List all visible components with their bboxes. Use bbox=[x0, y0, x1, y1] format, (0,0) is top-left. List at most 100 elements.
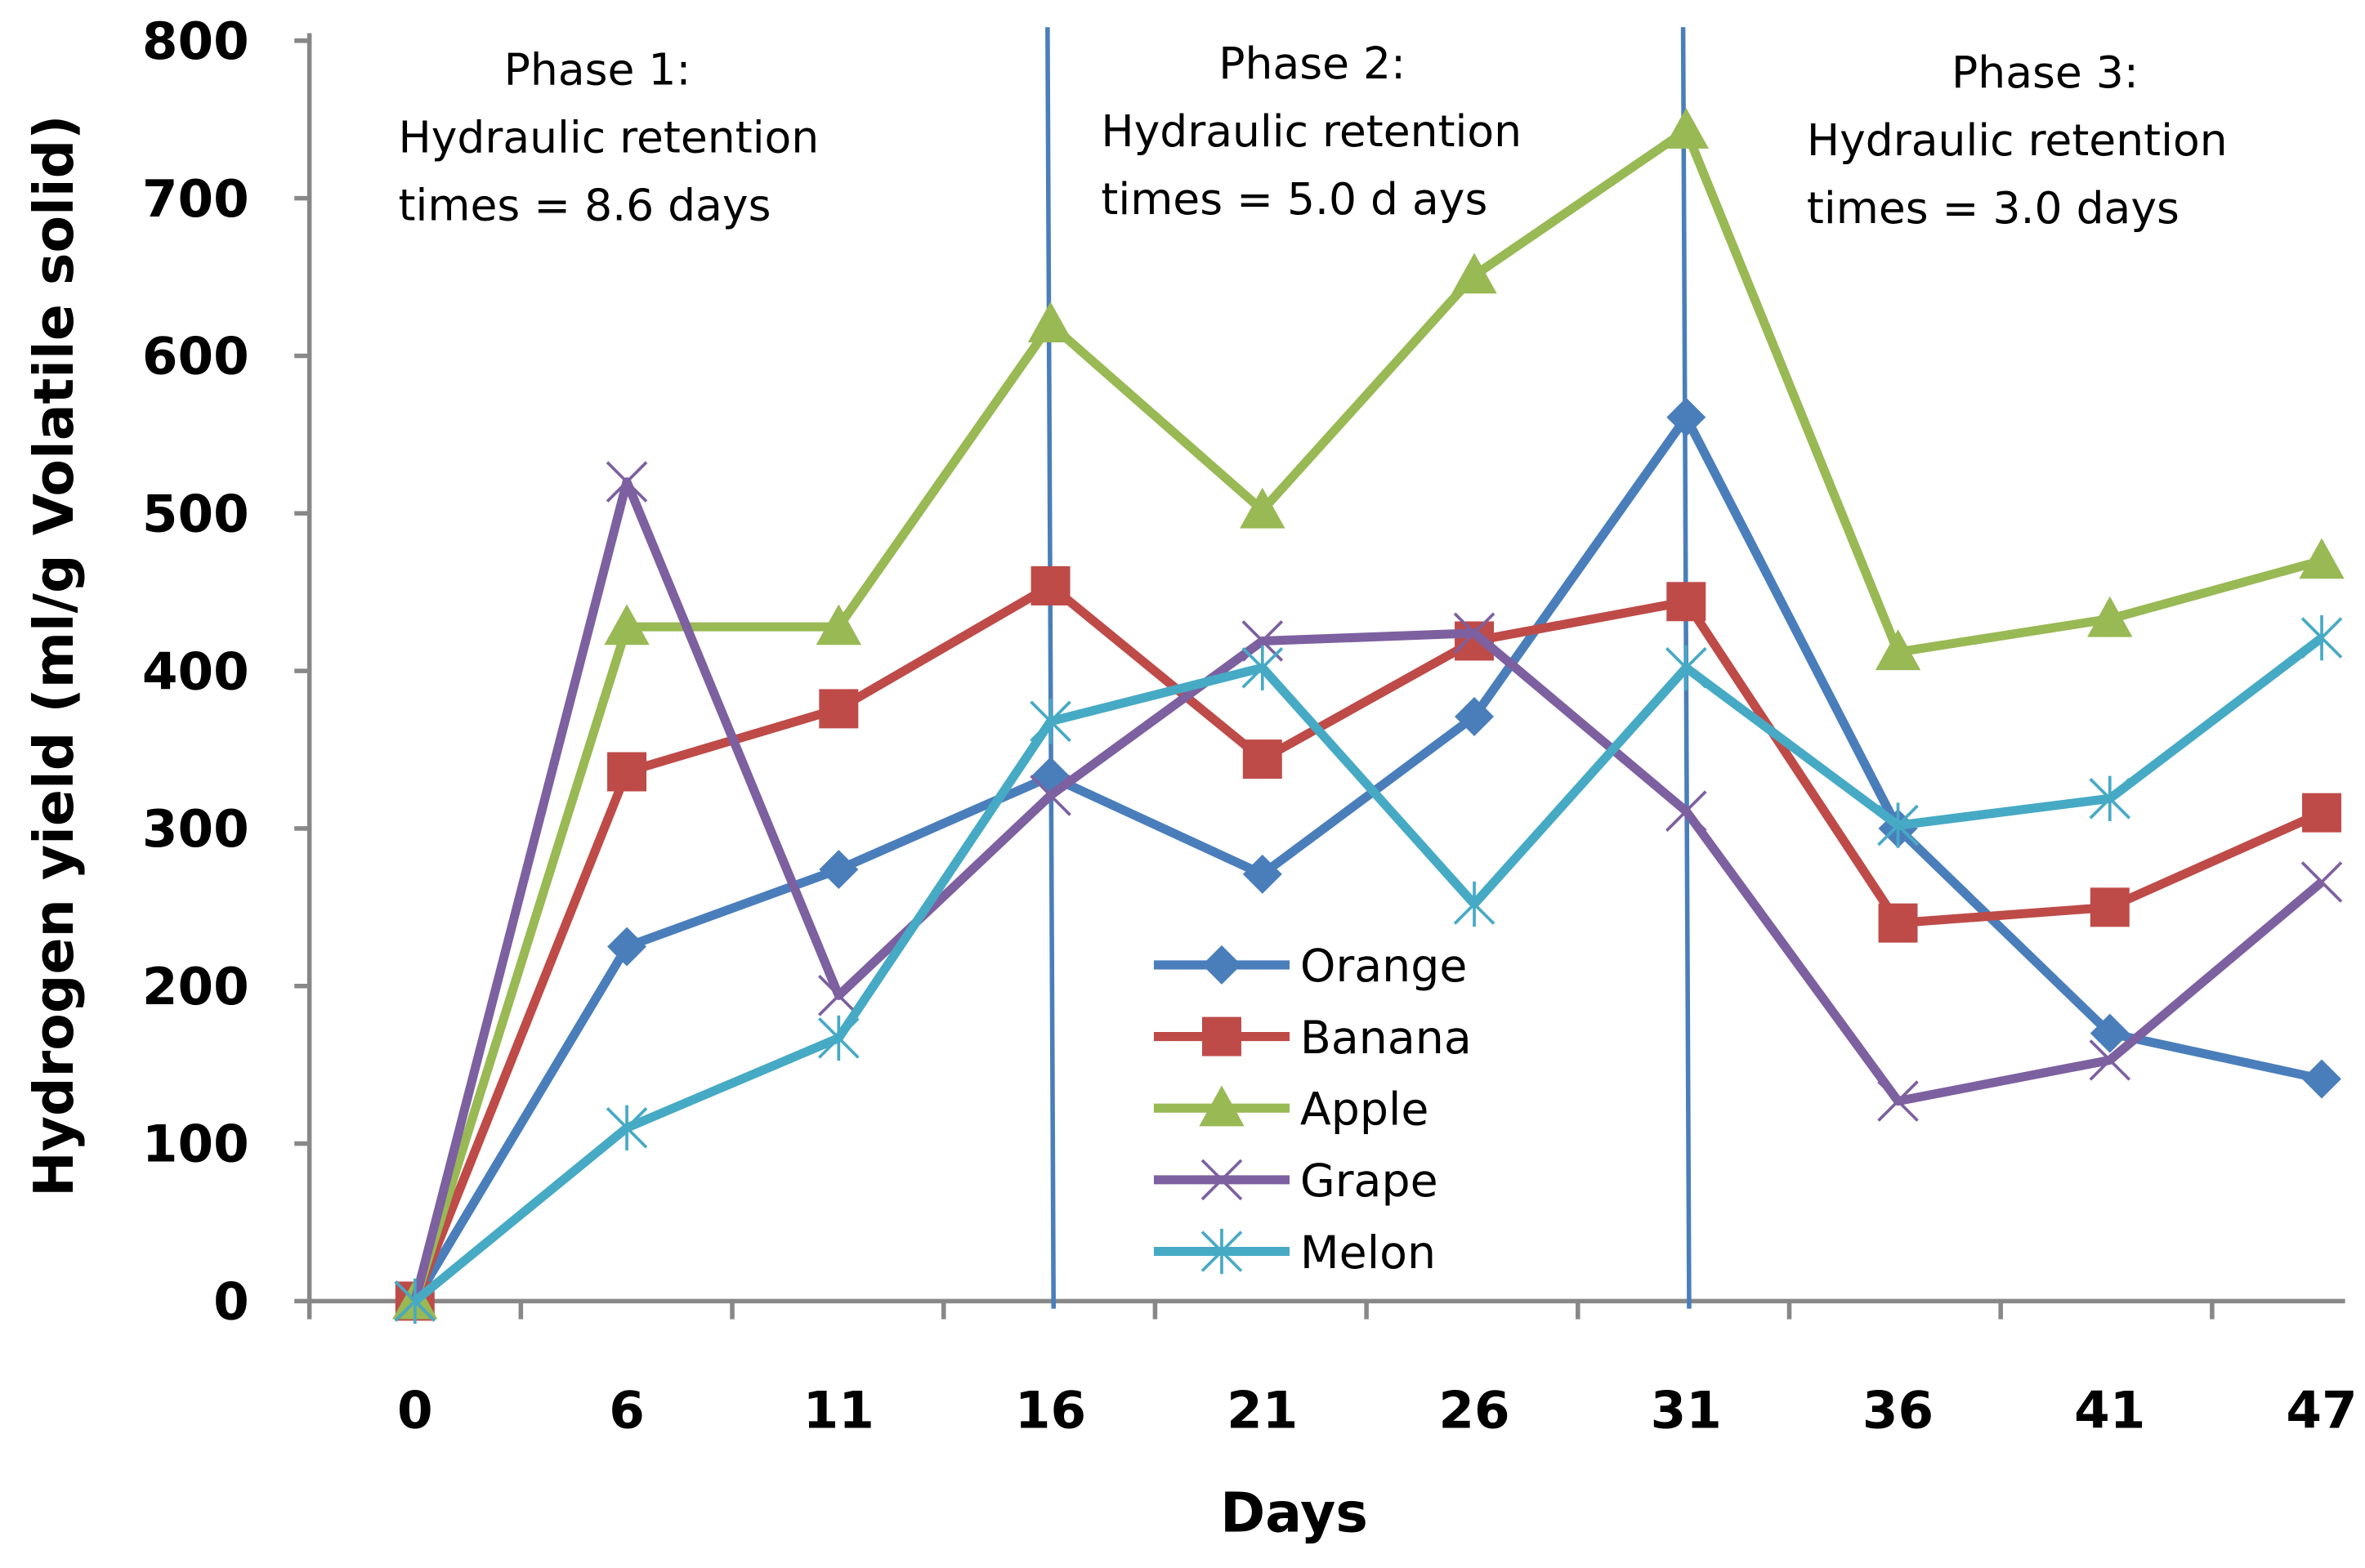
phase-3-title: Phase 3: bbox=[1951, 47, 2139, 98]
phase-2-line1: Hydraulic retention bbox=[1101, 105, 1522, 157]
series-apple bbox=[392, 108, 2345, 1320]
legend-item-apple: Apple bbox=[1153, 1084, 1429, 1137]
data-point-x bbox=[606, 461, 648, 503]
phase-1-line2: times = 8.6 days bbox=[399, 179, 771, 230]
data-point-diamond bbox=[2302, 1059, 2342, 1099]
x-tick-label: 21 bbox=[1227, 1380, 1298, 1440]
y-tick-label: 400 bbox=[142, 641, 249, 701]
legend-item-orange: Orange bbox=[1153, 940, 1468, 993]
legend-label: Apple bbox=[1300, 1084, 1429, 1137]
data-point-diamond bbox=[607, 927, 647, 967]
y-tick-label: 500 bbox=[142, 484, 249, 543]
data-point-star bbox=[606, 1105, 648, 1150]
data-point-triangle bbox=[1199, 1085, 1245, 1127]
phase-3-line2: times = 3.0 days bbox=[1807, 182, 2179, 234]
data-point-x bbox=[818, 975, 860, 1016]
data-point-x bbox=[2300, 861, 2343, 903]
x-tick-label: 11 bbox=[803, 1380, 874, 1440]
series-line-apple bbox=[410, 126, 2323, 1303]
phase-3-line1: Hydraulic retention bbox=[1807, 114, 2228, 166]
phase-2-line2: times = 5.0 d ays bbox=[1101, 173, 1487, 225]
legend-label: Melon bbox=[1300, 1227, 1436, 1280]
series-group bbox=[392, 108, 2345, 1325]
data-point-triangle bbox=[1240, 487, 1285, 529]
marker-stroke bbox=[606, 461, 648, 503]
legend-label: Orange bbox=[1300, 940, 1468, 993]
y-tick-label: 700 bbox=[142, 169, 249, 229]
data-point-square bbox=[1666, 582, 1706, 622]
x-tick-label: 31 bbox=[1651, 1380, 1722, 1440]
x-tick-label: 41 bbox=[2074, 1380, 2145, 1440]
data-point-star bbox=[818, 1015, 860, 1061]
data-point-diamond bbox=[1201, 945, 1241, 985]
data-point-triangle bbox=[1451, 252, 1497, 294]
x-tick-label: 16 bbox=[1015, 1380, 1086, 1440]
data-point-square bbox=[819, 689, 859, 729]
data-point-diamond bbox=[1242, 854, 1282, 894]
data-point-triangle bbox=[1875, 629, 1921, 671]
data-point-diamond bbox=[819, 850, 859, 890]
x-tick-label: 0 bbox=[397, 1380, 433, 1440]
series-melon bbox=[394, 614, 2343, 1325]
data-point-diamond bbox=[1666, 397, 1706, 437]
marker-stroke bbox=[818, 975, 860, 1016]
legend-item-melon: Melon bbox=[1153, 1227, 1436, 1280]
y-tick-label: 600 bbox=[142, 327, 249, 386]
data-point-star bbox=[1030, 699, 1071, 744]
marker-stroke bbox=[1453, 612, 1495, 654]
marker-stroke bbox=[2089, 1039, 2131, 1081]
data-point-star bbox=[1877, 802, 1919, 848]
data-point-square bbox=[1878, 903, 1918, 943]
y-tick-label: 800 bbox=[142, 11, 249, 71]
marker-stroke bbox=[1200, 1159, 1243, 1201]
data-point-triangle bbox=[604, 604, 650, 646]
data-point-square bbox=[2090, 887, 2130, 927]
x-tick-label: 6 bbox=[609, 1380, 645, 1440]
legend-item-grape: Grape bbox=[1153, 1155, 1438, 1208]
data-point-triangle bbox=[816, 604, 861, 646]
x-axis-label: Days bbox=[1220, 1481, 1368, 1545]
phase-1-title: Phase 1: bbox=[504, 43, 691, 95]
phase-divider-line bbox=[1045, 27, 1057, 1309]
data-point-x bbox=[1665, 790, 1707, 833]
legend: Orange Banana Apple Grape Melon bbox=[1153, 940, 1472, 1280]
phase-1-line1: Hydraulic retention bbox=[399, 111, 820, 163]
data-point-x bbox=[1200, 1159, 1243, 1201]
data-point-star bbox=[1200, 1228, 1243, 1275]
series-line-grape bbox=[410, 477, 2325, 1302]
phase-2-title: Phase 2: bbox=[1218, 38, 1406, 89]
data-point-square bbox=[1201, 1016, 1241, 1057]
y-tick-label: 0 bbox=[213, 1272, 249, 1332]
data-point-star bbox=[1241, 645, 1284, 690]
data-point-x bbox=[2089, 1039, 2131, 1081]
data-point-diamond bbox=[1455, 697, 1495, 737]
data-point-square bbox=[2302, 793, 2342, 833]
y-tick-label: 200 bbox=[142, 957, 249, 1016]
marker-stroke bbox=[1030, 775, 1071, 816]
y-axis-label: Hydrogen yield (ml/g Volatile solid) bbox=[22, 114, 86, 1196]
legend-label: Grape bbox=[1300, 1155, 1438, 1208]
data-point-triangle bbox=[2087, 596, 2133, 637]
data-point-star bbox=[2300, 614, 2343, 661]
series-line-orange bbox=[411, 413, 2323, 1304]
series-line-melon bbox=[412, 634, 2325, 1305]
data-point-x bbox=[1453, 612, 1495, 654]
data-point-star bbox=[394, 1278, 436, 1325]
legend-label: Banana bbox=[1300, 1012, 1472, 1065]
y-tick-label: 100 bbox=[142, 1115, 249, 1174]
data-point-triangle bbox=[1027, 302, 1074, 343]
data-point-square bbox=[1030, 565, 1071, 605]
x-tick-label: 47 bbox=[2286, 1380, 2357, 1440]
data-point-x bbox=[1030, 775, 1071, 816]
y-tick-label: 300 bbox=[142, 799, 249, 859]
marker-stroke bbox=[1665, 790, 1707, 833]
marker-stroke bbox=[1877, 1080, 1919, 1122]
x-tick-label: 36 bbox=[1862, 1380, 1934, 1440]
data-point-square bbox=[1242, 739, 1282, 780]
data-point-square bbox=[607, 752, 647, 792]
annotations: Phase 1: Hydraulic retention times = 8.6… bbox=[399, 38, 2228, 234]
data-point-star bbox=[1665, 645, 1707, 690]
data-point-x bbox=[1877, 1080, 1919, 1122]
axes: 0 100 200 300 400 500 600 700 800 0 6 11 16 21 26 31 36 4… bbox=[142, 11, 2358, 1440]
x-tick-label: 26 bbox=[1438, 1380, 1509, 1440]
